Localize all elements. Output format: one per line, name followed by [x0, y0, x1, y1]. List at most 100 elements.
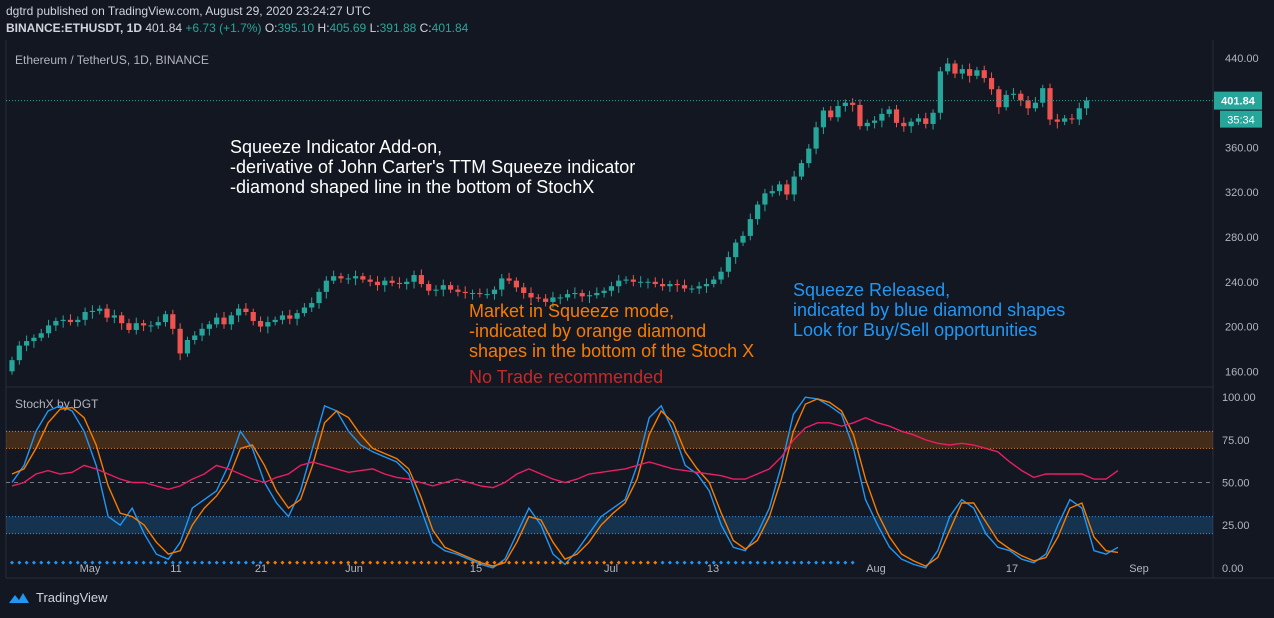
candle-body: [945, 63, 951, 72]
symbol-label: BINANCE:ETHUSDT, 1D: [6, 21, 143, 35]
overbought-band: [6, 431, 1213, 449]
squeeze-diamond: [755, 560, 760, 565]
candle-body: [1054, 119, 1060, 122]
candle-body: [1069, 118, 1075, 120]
squeeze-diamond: [302, 560, 307, 565]
candle-body: [798, 163, 805, 177]
candle-body: [835, 106, 841, 118]
squeeze-diamond: [214, 560, 219, 565]
candle-body: [53, 320, 59, 326]
squeeze-diamond: [46, 560, 51, 565]
candle-body: [404, 281, 410, 285]
candle-body: [323, 280, 329, 292]
candle-body: [433, 289, 439, 291]
stoch-tick-label: 50.00: [1222, 478, 1250, 490]
squeeze-diamond: [258, 560, 263, 565]
candle-body: [733, 242, 739, 258]
tradingview-logo-icon: [9, 592, 29, 603]
squeeze-diamond: [565, 560, 570, 565]
candle-body: [638, 281, 644, 283]
candle-body: [959, 69, 965, 74]
candle-body: [250, 312, 256, 321]
candle-body: [243, 308, 249, 313]
candle-body: [411, 275, 417, 282]
squeeze-diamond: [521, 560, 526, 565]
candle-body: [857, 104, 863, 127]
squeeze-diamond: [39, 560, 44, 565]
candle-body: [828, 110, 834, 118]
candle-body: [287, 315, 293, 319]
candle-body: [228, 315, 234, 325]
candle-body: [806, 148, 812, 164]
squeeze-diamond: [24, 560, 29, 565]
candle-body: [974, 70, 980, 76]
squeeze-diamond: [748, 560, 753, 565]
candle-body: [389, 280, 395, 283]
candle-body: [469, 292, 476, 294]
squeeze-diamond: [31, 560, 36, 565]
candle-body: [1003, 94, 1009, 108]
squeeze-diamond: [126, 560, 131, 565]
candle-body: [696, 286, 702, 289]
candle-body: [16, 345, 22, 361]
countdown-badge: [1220, 110, 1262, 128]
candle-body: [345, 278, 351, 280]
squeeze-diamond: [733, 560, 738, 565]
stoch-d-line: [11, 398, 1119, 567]
candle-body: [374, 281, 381, 286]
time-tick-label: Jun: [345, 563, 363, 575]
time-tick-label: 21: [255, 563, 267, 575]
candle-body: [491, 289, 498, 295]
candle-body: [1083, 100, 1090, 109]
squeeze-diamond: [382, 560, 387, 565]
squeeze-diamond: [134, 560, 139, 565]
stoch-axis[interactable]: 0.00 25.00 50.00 75.00 100.00: [1222, 392, 1256, 575]
candle-body: [616, 280, 622, 287]
candle-body: [601, 290, 607, 293]
candle-body: [455, 289, 461, 292]
squeeze-diamond: [806, 560, 811, 565]
candle-body: [199, 328, 205, 336]
candle-body: [776, 184, 783, 192]
price-tick-label: 320.00: [1225, 187, 1259, 199]
stoch-k-line: [11, 396, 1119, 569]
chart-area[interactable]: Ethereum / TetherUS, 1D, BINANCE StochX …: [0, 40, 1274, 585]
stoch-bands: [6, 430, 1213, 535]
stoch-tick-label: 0.00: [1222, 563, 1243, 575]
countdown-badge-text: 35:34: [1227, 115, 1255, 127]
sub-pane-title: StochX by DGT: [15, 397, 99, 411]
annotations: Squeeze Indicator Add-on, -derivative of…: [230, 137, 1065, 387]
squeeze-diamond: [507, 560, 512, 565]
candle-body: [309, 303, 315, 308]
candle-body: [279, 315, 286, 320]
candle-body: [901, 122, 907, 127]
price-tick-label: 200.00: [1225, 322, 1259, 334]
candle-body: [930, 112, 936, 124]
squeeze-diamond: [346, 560, 351, 565]
squeeze-diamond: [675, 560, 680, 565]
candle-body: [718, 271, 724, 280]
time-axis[interactable]: May 11 21 Jun 15 Jul 13 Aug 17 Sep: [80, 563, 1149, 575]
candle-body: [67, 319, 74, 323]
candle-body: [192, 335, 198, 340]
squeeze-diamond: [492, 560, 497, 565]
candle-body: [689, 288, 695, 290]
candle-body: [967, 69, 973, 76]
squeeze-diamond: [799, 560, 804, 565]
squeeze-diamond: [280, 560, 285, 565]
candle-body: [623, 279, 629, 281]
squeeze-diamond: [558, 560, 563, 565]
squeeze-diamond: [704, 560, 709, 565]
annotation-blue-3: Look for Buy/Sell opportunities: [793, 320, 1037, 340]
squeeze-diamond: [229, 560, 234, 565]
squeeze-diamond: [777, 560, 782, 565]
squeeze-diamond: [192, 560, 197, 565]
candle-body: [1018, 93, 1024, 101]
candle-body: [550, 297, 556, 302]
candle-body: [367, 279, 373, 282]
squeeze-diamond: [638, 560, 643, 565]
candle-body: [89, 310, 96, 313]
time-tick-label: Aug: [866, 563, 886, 575]
candle-body: [769, 191, 775, 194]
squeeze-diamond: [375, 560, 380, 565]
